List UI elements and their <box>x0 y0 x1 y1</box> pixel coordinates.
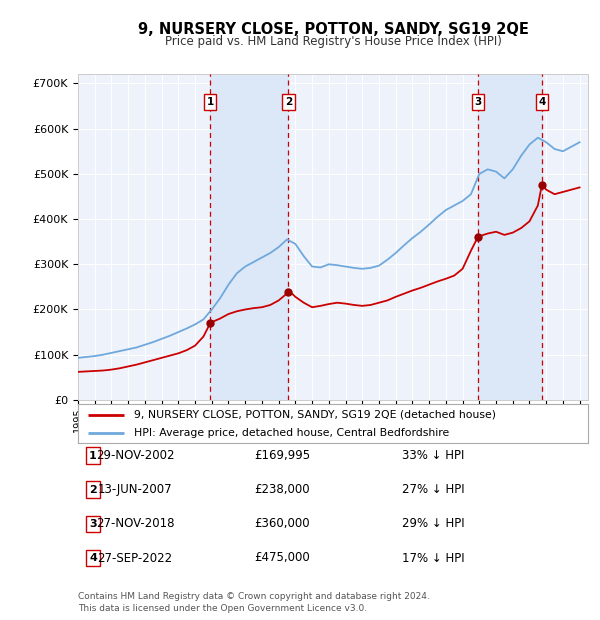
Text: 27-SEP-2022: 27-SEP-2022 <box>97 552 173 564</box>
Text: £238,000: £238,000 <box>254 484 310 496</box>
Text: 27% ↓ HPI: 27% ↓ HPI <box>402 484 464 496</box>
Text: 33% ↓ HPI: 33% ↓ HPI <box>402 450 464 462</box>
Text: 4: 4 <box>538 97 545 107</box>
Text: 17% ↓ HPI: 17% ↓ HPI <box>402 552 464 564</box>
Text: 29% ↓ HPI: 29% ↓ HPI <box>402 518 464 530</box>
Text: HPI: Average price, detached house, Central Bedfordshire: HPI: Average price, detached house, Cent… <box>134 428 449 438</box>
Text: 2: 2 <box>285 97 292 107</box>
Text: 9, NURSERY CLOSE, POTTON, SANDY, SG19 2QE (detached house): 9, NURSERY CLOSE, POTTON, SANDY, SG19 2Q… <box>134 410 496 420</box>
Text: 9, NURSERY CLOSE, POTTON, SANDY, SG19 2QE: 9, NURSERY CLOSE, POTTON, SANDY, SG19 2Q… <box>137 22 529 37</box>
Text: 13-JUN-2007: 13-JUN-2007 <box>98 484 172 496</box>
Text: 3: 3 <box>89 519 97 529</box>
Text: 27-NOV-2018: 27-NOV-2018 <box>96 518 174 530</box>
Text: £360,000: £360,000 <box>254 518 310 530</box>
Text: £169,995: £169,995 <box>254 450 310 462</box>
Text: £475,000: £475,000 <box>254 552 310 564</box>
Text: Price paid vs. HM Land Registry's House Price Index (HPI): Price paid vs. HM Land Registry's House … <box>164 35 502 48</box>
Text: Contains HM Land Registry data © Crown copyright and database right 2024.
This d: Contains HM Land Registry data © Crown c… <box>78 591 430 613</box>
Text: 4: 4 <box>89 553 97 563</box>
Text: 29-NOV-2002: 29-NOV-2002 <box>96 450 174 462</box>
Text: 2: 2 <box>89 485 97 495</box>
Bar <box>478 74 542 400</box>
Text: 1: 1 <box>206 97 214 107</box>
Text: 3: 3 <box>474 97 481 107</box>
Bar <box>210 74 289 400</box>
Text: 1: 1 <box>89 451 97 461</box>
